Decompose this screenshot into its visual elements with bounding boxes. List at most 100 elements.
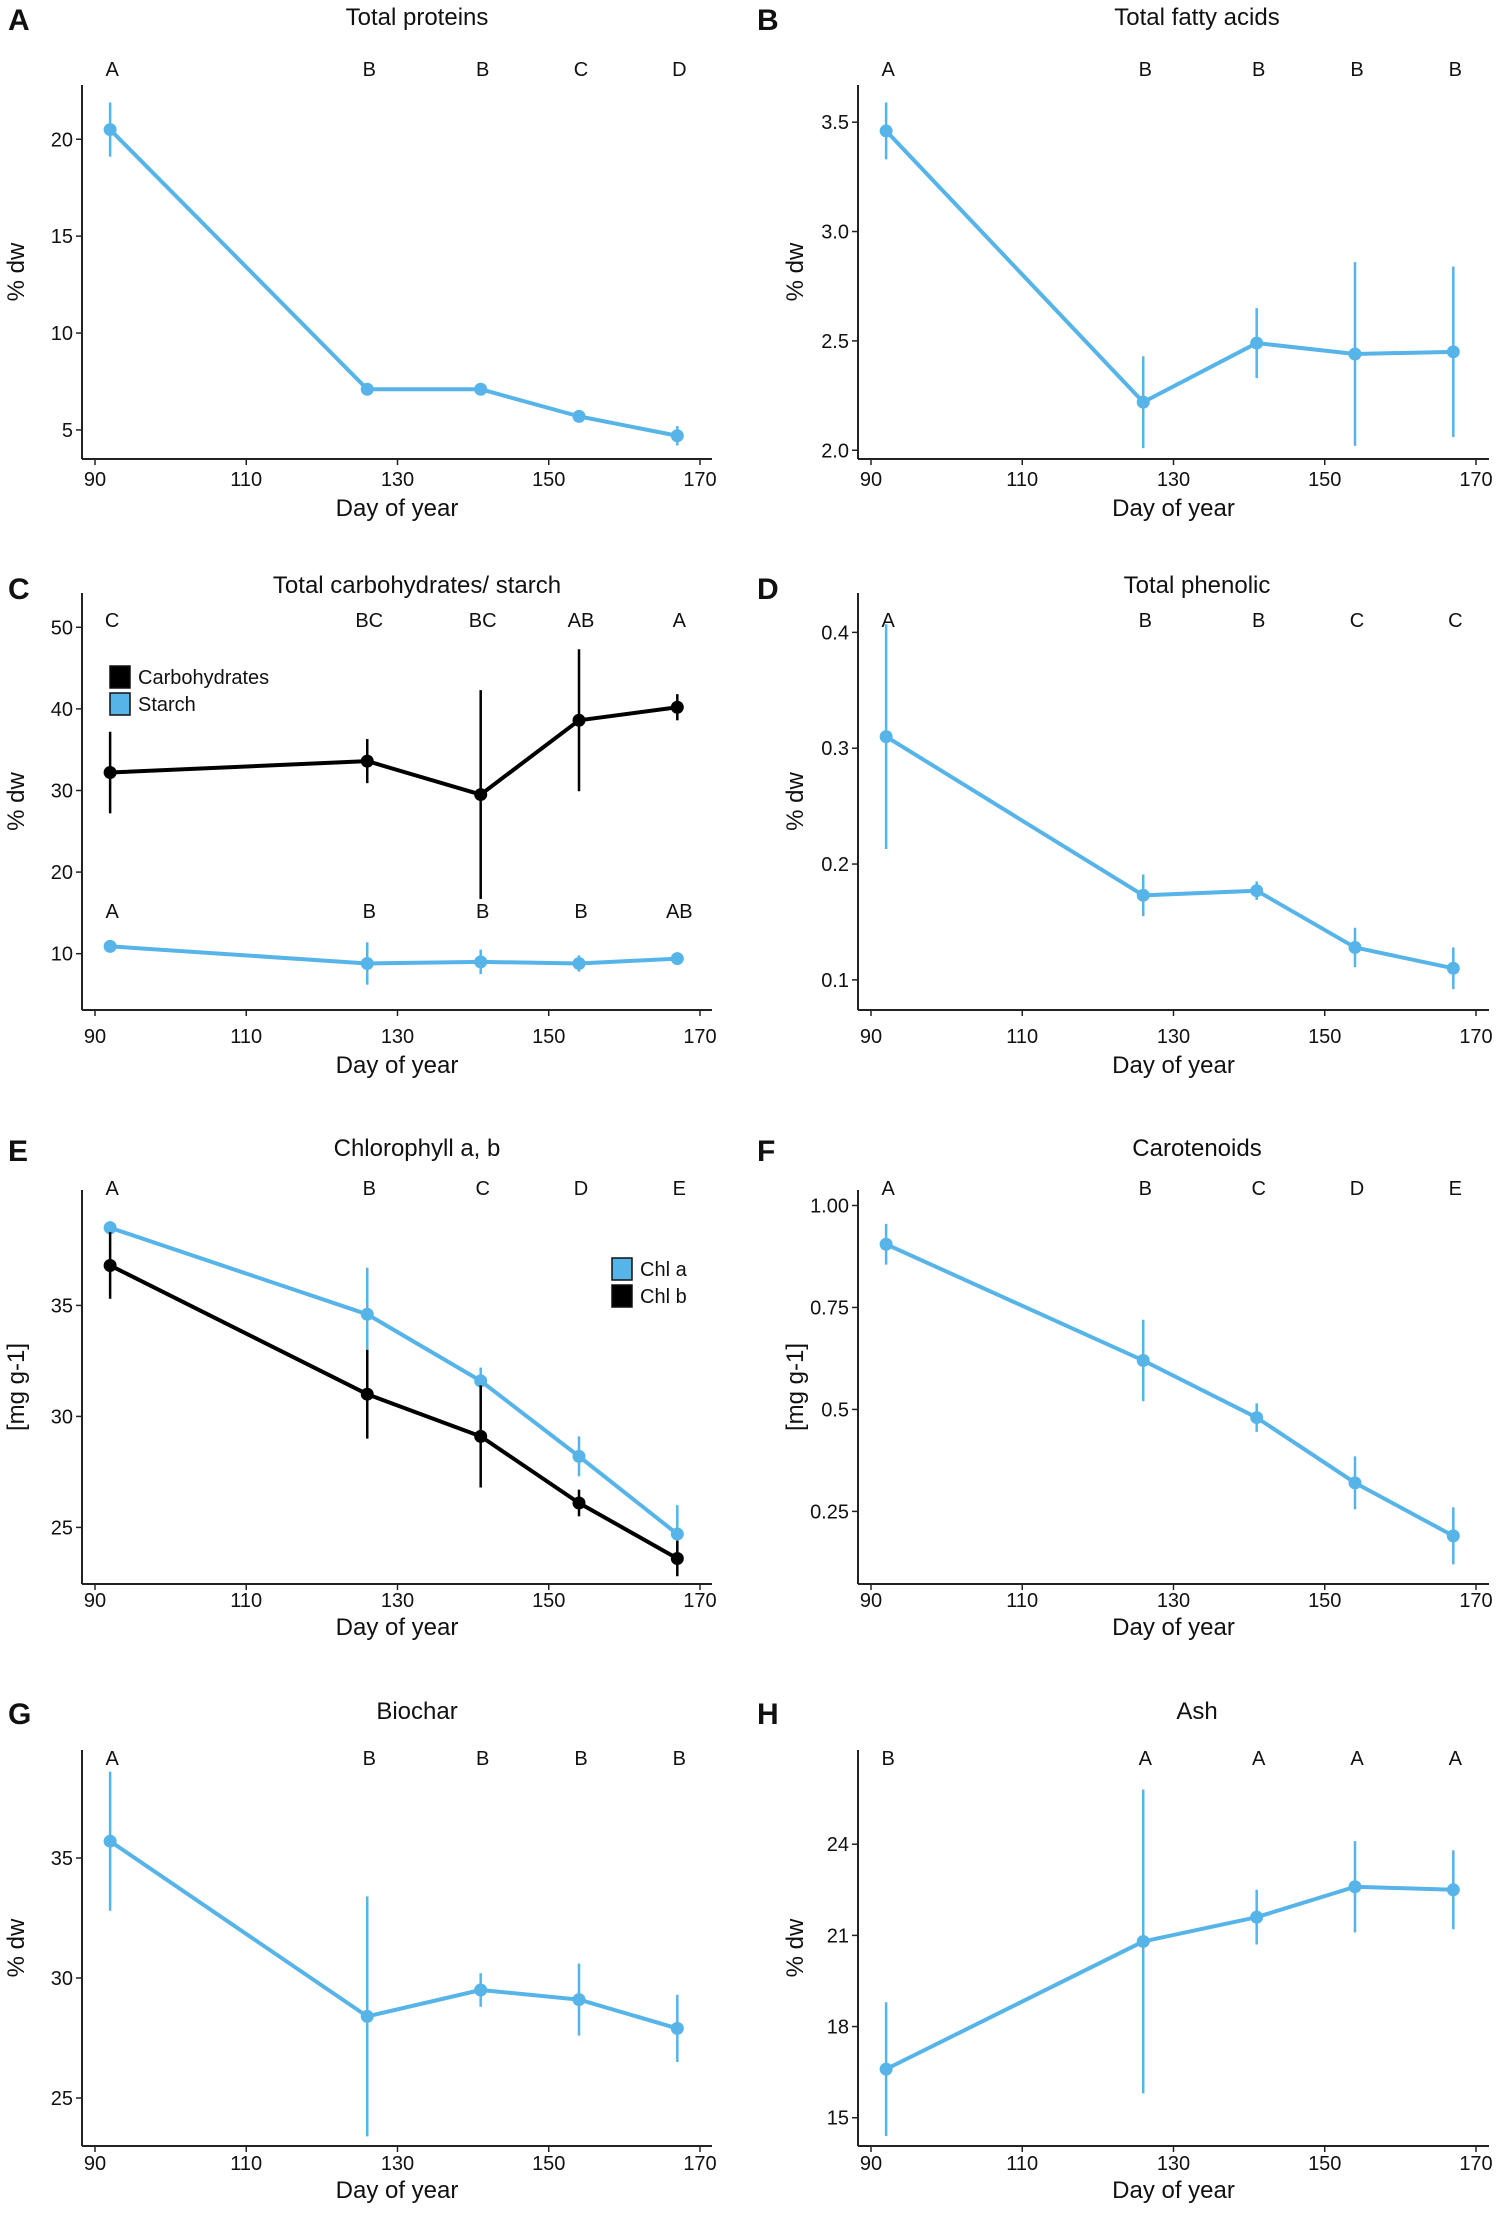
significance-letter: B [1252, 59, 1265, 81]
x-tick-label: 150 [1308, 1026, 1341, 1048]
legend-label: Chl b [640, 1286, 687, 1308]
y-axis-label: % dw [3, 771, 30, 830]
significance-letter: B [673, 1748, 686, 1770]
x-tick-label: 170 [1459, 469, 1492, 491]
chart-svg: D Total phenolic 90 110 130 150 170 0.1 0.2 0.3 0.… [757, 572, 1493, 1079]
chart-title: Chlorophyll a, b [334, 1135, 501, 1162]
chart-title: Total fatty acids [1114, 4, 1279, 31]
panel-d: D Total phenolic 90 110 130 150 170 0.1 0.2 0.3 0.… [751, 569, 1502, 1093]
x-tick-label: 130 [1157, 1026, 1190, 1048]
data-point [670, 2021, 684, 2035]
y-tick-label: 21 [827, 1925, 849, 1947]
data-point [103, 766, 117, 780]
significance-letter: C [105, 610, 119, 632]
panel-letter: C [8, 573, 30, 606]
y-tick-label: 24 [827, 1834, 849, 1856]
significance-letter: B [476, 1748, 489, 1770]
chart-svg: H Ash 90 110 130 150 170 15 18 21 24 Day of year % d… [757, 1698, 1493, 2204]
x-axis-label: Day of year [1112, 1052, 1235, 1079]
y-tick-label: 0.25 [810, 1501, 849, 1523]
data-point [360, 754, 374, 768]
series-line [108, 128, 678, 438]
x-tick-label: 110 [1006, 1590, 1038, 1612]
data-point [103, 939, 117, 953]
data-point [1446, 1529, 1460, 1543]
significance-letter: A [1139, 1748, 1153, 1770]
y-tick-label: 30 [51, 1406, 73, 1428]
significance-letter: C [1448, 610, 1462, 632]
x-tick-label: 170 [683, 1026, 716, 1048]
data-point [670, 429, 684, 443]
y-axis-label: [mg g-1] [3, 1343, 30, 1431]
significance-letter: C [1350, 610, 1364, 632]
y-tick-label: 0.75 [810, 1297, 849, 1319]
chart-title: Total carbohydrates/ starch [273, 572, 561, 599]
x-tick-label: 110 [230, 469, 262, 491]
significance-letter: B [363, 59, 376, 81]
x-tick-label: 110 [1006, 2153, 1038, 2175]
series-line [110, 705, 678, 797]
data-point [1136, 1353, 1150, 1367]
x-tick-label: 130 [1157, 2153, 1190, 2175]
data-point [1250, 884, 1264, 898]
y-tick-label: 15 [827, 2108, 849, 2130]
significance-letter: D [574, 1178, 588, 1200]
series-line [885, 1242, 1455, 1538]
significance-letter: A [1449, 1748, 1463, 1770]
chart-title: Carotenoids [1132, 1135, 1261, 1162]
significance-letter: C [1251, 1178, 1265, 1200]
significance-letter: B [363, 1178, 376, 1200]
panel-b: B Total fatty acids 90 110 130 150 170 2.0 2.5 3.… [751, 0, 1502, 524]
y-tick-label: 35 [51, 1848, 73, 1870]
data-point [670, 1551, 684, 1565]
panel-e: E Chlorophyll a, b 90 110 130 150 170 25 30 35 Day… [0, 1131, 751, 1655]
legend-label: Chl a [640, 1259, 688, 1281]
significance-letter: A [673, 610, 687, 632]
data-point [1250, 1910, 1264, 1924]
chart-title: Biochar [376, 1698, 457, 1725]
x-tick-label: 90 [860, 469, 882, 491]
x-tick-label: 150 [532, 1026, 565, 1048]
panel-letter: D [757, 573, 779, 606]
x-tick-label: 130 [381, 469, 414, 491]
panel-f: F Carotenoids 90 110 130 150 170 0.25 0.5 0.75 1.0… [751, 1131, 1502, 1655]
significance-letter: D [672, 59, 686, 81]
data-point [1348, 940, 1362, 954]
x-tick-label: 110 [1006, 1026, 1038, 1048]
panel-letter: F [757, 1135, 775, 1168]
y-tick-label: 30 [51, 780, 73, 802]
x-tick-label: 110 [230, 1590, 262, 1612]
data-point [360, 382, 374, 396]
y-tick-label: 1.00 [810, 1195, 849, 1217]
data-point [474, 955, 488, 969]
significance-letter: A [105, 1748, 119, 1770]
chart-svg: F Carotenoids 90 110 130 150 170 0.25 0.5 0.75 1.0… [757, 1135, 1493, 1641]
x-tick-label: 150 [1308, 1590, 1341, 1612]
data-point [1348, 1476, 1362, 1490]
x-tick-label: 90 [860, 1590, 882, 1612]
legend-swatch [109, 692, 131, 716]
significance-letter: B [1252, 610, 1265, 632]
x-tick-label: 130 [1157, 1590, 1190, 1612]
y-tick-label: 0.2 [821, 854, 849, 876]
y-tick-label: 0.4 [821, 622, 849, 644]
y-tick-label: 5 [62, 420, 73, 442]
chart-title: Total phenolic [1124, 572, 1271, 599]
significance-letter: B [363, 901, 376, 923]
y-tick-label: 18 [827, 2017, 849, 2039]
series-line [109, 944, 678, 966]
legend-label: Carbohydrates [138, 667, 269, 689]
x-tick-label: 130 [381, 1026, 414, 1048]
significance-letter: C [574, 59, 588, 81]
data-point [1446, 345, 1460, 359]
x-tick-label: 150 [1308, 2153, 1341, 2175]
data-point [474, 1374, 488, 1388]
series-line [109, 1263, 679, 1561]
data-point [1348, 1880, 1362, 1894]
series-line [108, 1839, 678, 2031]
data-point [572, 1993, 586, 2007]
x-tick-label: 130 [381, 2153, 414, 2175]
significance-letter: A [1350, 1748, 1364, 1770]
legend-swatch [109, 665, 131, 689]
chart-svg: C Total carbohydrates/ starch 90 110 130 150 1… [3, 572, 717, 1079]
